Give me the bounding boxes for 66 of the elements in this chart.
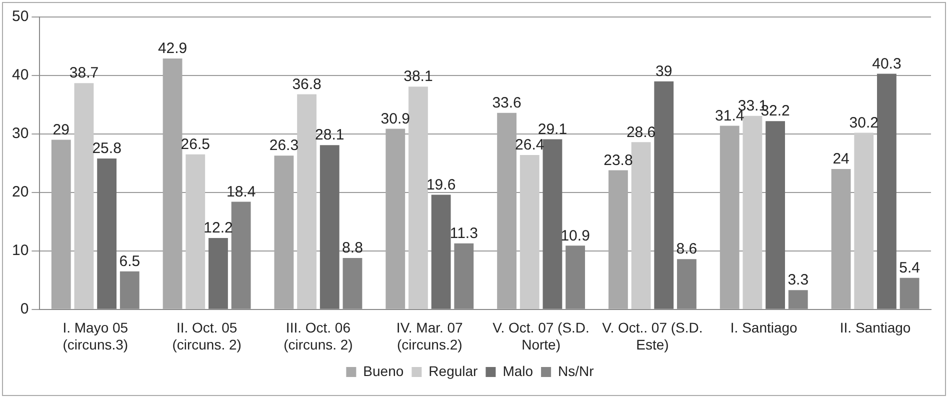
x-tick-label: I. Santiago	[730, 320, 798, 336]
y-tick-label: 50	[12, 8, 29, 26]
bar	[431, 194, 451, 309]
bar	[386, 128, 406, 309]
data-label: 25.8	[92, 140, 122, 158]
data-label: 26.3	[269, 137, 299, 154]
bar	[520, 155, 540, 309]
bar	[162, 58, 182, 309]
bar	[208, 238, 228, 309]
legend-label: Malo	[502, 362, 534, 379]
data-label: 24	[832, 150, 850, 168]
y-tick-label: 10	[12, 242, 29, 260]
data-label: 29.1	[538, 120, 568, 138]
bar	[74, 83, 94, 309]
bar	[654, 81, 674, 309]
bar	[608, 170, 628, 309]
x-tick-label: I. Mayo 05 (circuns.3)	[62, 320, 128, 352]
bar	[320, 145, 340, 309]
bar	[854, 132, 874, 309]
bar	[542, 139, 562, 309]
data-label: 19.6	[426, 176, 456, 194]
y-tick-label: 0	[20, 300, 29, 318]
data-label: 18.4	[226, 183, 256, 200]
bar	[831, 169, 851, 309]
bar	[97, 158, 117, 309]
x-tick-label: V. Oct. 07 (S.D. Norte)	[492, 320, 590, 352]
data-label: 29	[52, 121, 70, 138]
data-label: 42.9	[158, 40, 188, 58]
bar	[877, 74, 896, 309]
bar	[274, 156, 294, 309]
x-tick-label: V. Oct.. 07 (S.D. Este)	[602, 320, 703, 352]
data-label: 33.6	[492, 94, 522, 112]
data-label: 38.7	[69, 64, 99, 82]
x-tick-label: IV. Mar. 07 (circuns.2)	[396, 320, 464, 352]
data-label: 23.8	[604, 152, 633, 169]
data-label: 26.5	[180, 136, 210, 154]
data-label: 40.3	[872, 55, 902, 72]
data-label: 39	[656, 62, 672, 80]
bar	[408, 86, 428, 309]
data-label: 38.1	[404, 68, 433, 86]
y-tick-label: 20	[12, 184, 29, 201]
data-label: 30.9	[380, 110, 410, 128]
bar	[720, 126, 740, 309]
x-tick-label: II. Santiago	[840, 320, 911, 336]
bar	[631, 142, 651, 309]
y-tick-label: 40	[12, 66, 29, 84]
legend-label: Bueno	[363, 362, 404, 379]
bar	[51, 140, 71, 309]
x-tick-label: II. Oct. 05 (circuns. 2)	[172, 320, 242, 352]
data-label: 8.8	[342, 240, 363, 257]
legend-label: Ns/Nr	[558, 362, 594, 379]
data-label: 28.1	[315, 126, 344, 144]
bar	[297, 94, 317, 309]
data-label: 6.5	[119, 253, 140, 270]
bar	[766, 121, 786, 309]
data-label: 11.3	[450, 224, 478, 242]
x-tick-label: III. Oct. 06 (circuns. 2)	[284, 320, 353, 352]
legend-label: Regular	[428, 362, 478, 379]
bar	[186, 154, 206, 309]
data-label: 5.4	[899, 259, 920, 276]
data-label: 36.8	[292, 76, 322, 93]
bar	[742, 116, 762, 309]
data-label: 3.3	[788, 272, 809, 289]
y-tick-label: 30	[12, 125, 29, 142]
data-label: 8.6	[676, 240, 698, 258]
bar	[497, 112, 516, 309]
